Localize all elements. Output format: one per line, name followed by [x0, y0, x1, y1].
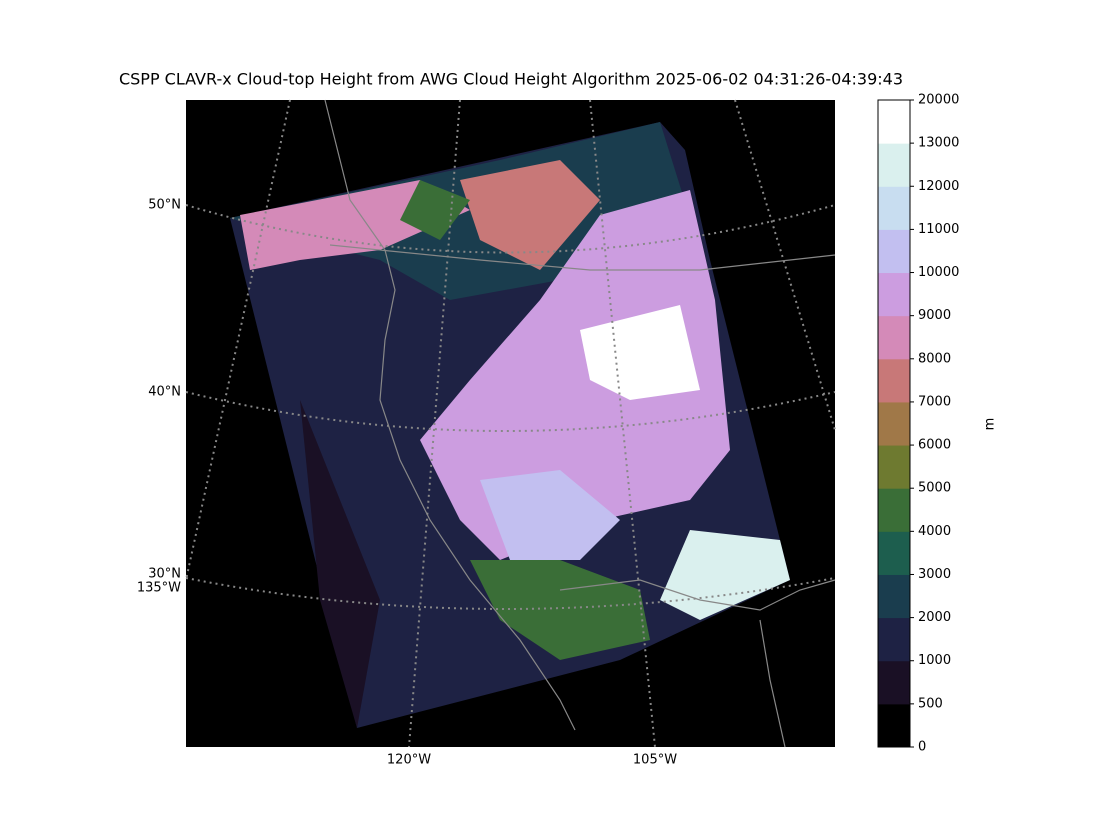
colorbar-frame — [877, 99, 911, 748]
colorbar-segment — [878, 660, 910, 705]
border — [329, 244, 836, 271]
colorbar-segment — [878, 531, 910, 575]
colorbar-tick-label: 11000 — [918, 222, 959, 237]
title: CSPP CLAVR-x Cloud-top Height from AWG C… — [119, 70, 903, 89]
lon-label: 105°W — [633, 753, 677, 768]
colorbar-tick-label: 20000 — [918, 93, 959, 108]
colorbar-segment — [878, 445, 910, 489]
colorbar-tick-label: 10000 — [918, 265, 959, 280]
colorbar: 0 500 1000 2000 3000 4000 5000 6000 7000 8000 9000… — [877, 93, 959, 755]
colorbar-segment — [878, 186, 910, 230]
colorbar-tick-label: 13000 — [918, 136, 959, 151]
colorbar-segment — [878, 100, 910, 144]
colorbar-tick-label: 12000 — [918, 179, 959, 194]
colorbar-segment — [878, 574, 910, 619]
colorbar-segment — [878, 703, 910, 748]
colorbar-tick-label: 8000 — [918, 351, 951, 366]
colorbar-tick-label: 2000 — [918, 610, 951, 625]
lat-label: 40°N — [148, 385, 181, 400]
colorbar-segment — [878, 358, 910, 403]
colorbar-segment — [878, 272, 910, 317]
colorbar-tick-label: 500 — [918, 696, 943, 711]
cloud-core — [480, 470, 620, 560]
colorbar-segment — [878, 315, 910, 360]
colorbar-tick-label: 6000 — [918, 438, 951, 453]
low-cloud — [300, 400, 380, 728]
cloud-core — [580, 305, 700, 400]
graticule — [185, 391, 836, 432]
graticule — [185, 99, 291, 581]
colorbar-tick-label: 4000 — [918, 524, 951, 539]
colorbar-tick-label: 0 — [918, 740, 926, 755]
lon-label: 120°W — [387, 753, 431, 768]
coastline — [324, 99, 576, 731]
colorbar-label: m — [983, 418, 998, 431]
colorbar-segment — [878, 143, 910, 187]
border — [559, 579, 836, 748]
colorbar-segment — [878, 617, 910, 662]
graticule — [185, 577, 836, 610]
colorbar-segment — [878, 229, 910, 274]
colorbar-tick-label: 9000 — [918, 308, 951, 323]
cloud-band — [420, 190, 730, 560]
colorbar-segment — [878, 488, 910, 532]
lat-label: 50°N — [148, 198, 181, 213]
colorbar-tick-label: 3000 — [918, 567, 951, 582]
map — [185, 99, 836, 748]
colorbar-tick-label: 5000 — [918, 481, 951, 496]
lat-label: 30°N — [148, 567, 181, 582]
cloud-band — [470, 560, 650, 660]
colorbar-tick-label: 1000 — [918, 653, 951, 668]
colorbar-tick-label: 7000 — [918, 394, 951, 409]
graticule — [408, 99, 461, 748]
graticule — [589, 99, 656, 748]
colorbar-segment — [878, 401, 910, 446]
cloud-band — [400, 180, 470, 240]
lon-label: 135°W — [137, 581, 181, 596]
cloud-band — [460, 160, 600, 270]
graticule — [185, 204, 836, 254]
